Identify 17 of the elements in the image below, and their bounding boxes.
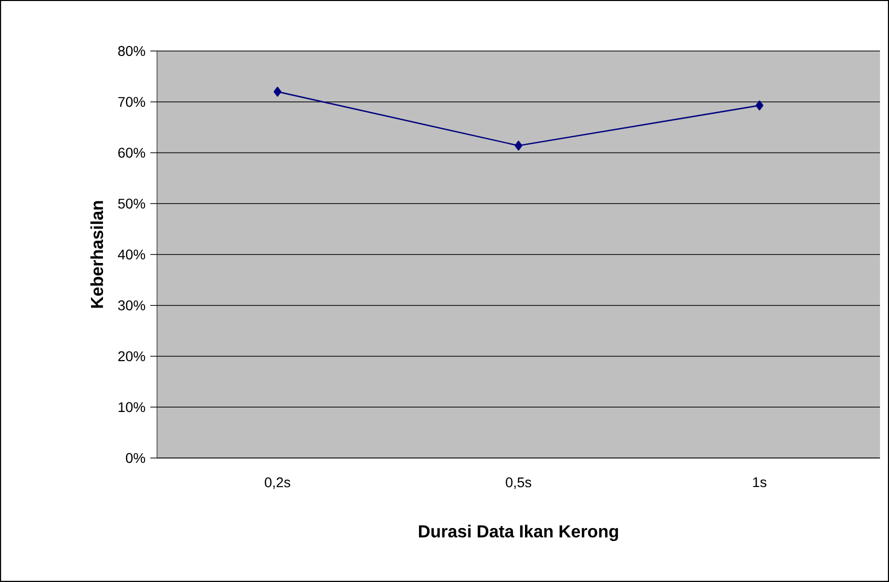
y-tick-label: 30% [118, 300, 146, 310]
x-tick-label: 0,2s [264, 477, 290, 489]
x-tick-label: 0,5s [506, 477, 532, 489]
y-tick-label: 60% [118, 148, 146, 158]
y-tick-label: 80% [118, 46, 146, 56]
point [514, 140, 522, 151]
point [274, 86, 282, 97]
y-tick-label: 0% [126, 453, 146, 463]
point [756, 100, 764, 110]
y-tick-label: 20% [118, 351, 146, 362]
y-tick-label: 70% [118, 96, 146, 107]
y-tick-label: 10% [118, 402, 146, 412]
x-tick-label: 1s [753, 477, 766, 488]
y-axis-title: Keberhasilan [90, 201, 104, 308]
y-tick-label: 40% [118, 250, 146, 260]
x-axis-title: Durasi Data Ikan Kerong [418, 524, 618, 542]
y-tick-label: 50% [118, 198, 146, 209]
